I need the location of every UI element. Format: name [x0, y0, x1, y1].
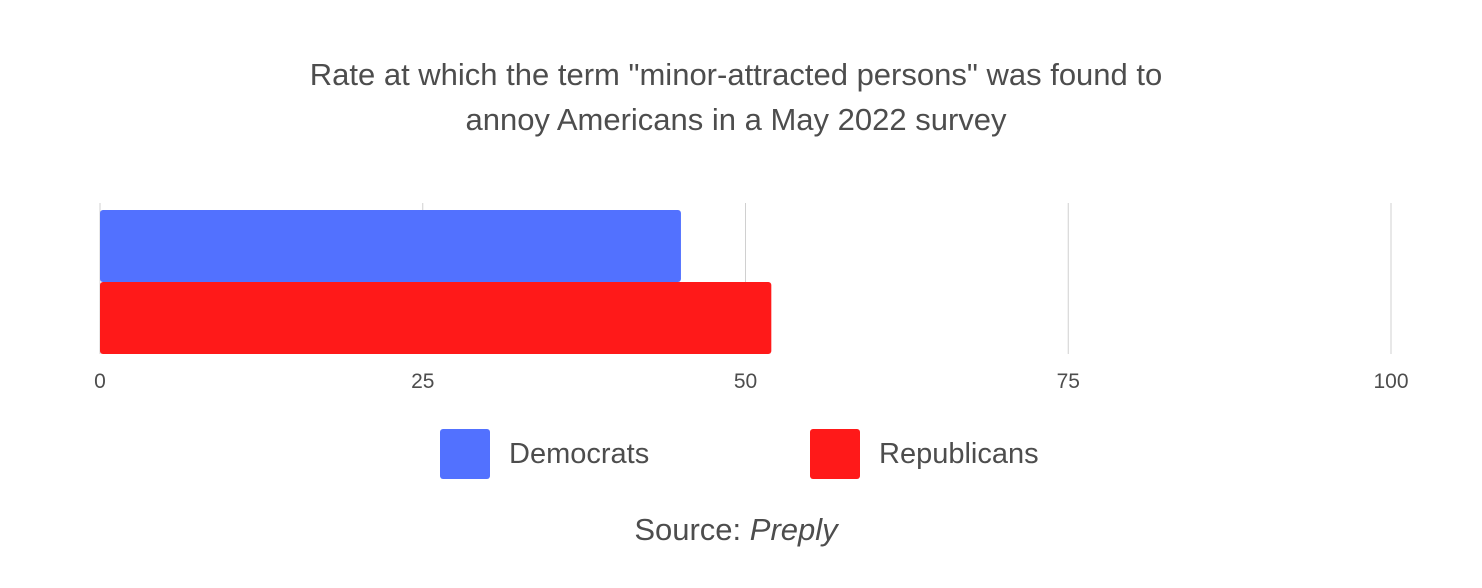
chart-title-line-2: annoy Americans in a May 2022 survey: [465, 102, 1007, 137]
legend-swatch-republicans: [810, 429, 860, 479]
bar-chart: 0 25 50 75 100: [94, 203, 1409, 393]
x-tick-label-0: 0: [94, 370, 106, 393]
x-tick-label-75: 75: [1057, 370, 1080, 393]
x-tick-label-25: 25: [411, 370, 434, 393]
source-note: Source: Preply: [0, 512, 1472, 548]
source-label: Source:: [634, 512, 742, 547]
bars: [100, 210, 772, 354]
legend-label-democrats: Democrats: [509, 437, 650, 470]
legend-swatch-democrats: [440, 429, 490, 479]
x-tick-label-100: 100: [1373, 370, 1408, 393]
x-axis-ticks: 0 25 50 75 100: [94, 370, 1408, 393]
chart-title-line-1: Rate at which the term "minor-attracted …: [309, 57, 1163, 92]
bar-democrats: [100, 210, 681, 282]
legend: Democrats Republicans: [0, 429, 1482, 479]
x-tick-label-50: 50: [734, 370, 757, 393]
legend-item-republicans: Republicans: [810, 429, 1039, 479]
legend-label-republicans: Republicans: [879, 437, 1039, 470]
chart-title: Rate at which the term "minor-attracted …: [0, 52, 1472, 142]
source-name: Preply: [749, 512, 838, 547]
bar-republicans: [100, 282, 772, 354]
legend-item-democrats: Democrats: [440, 429, 649, 479]
